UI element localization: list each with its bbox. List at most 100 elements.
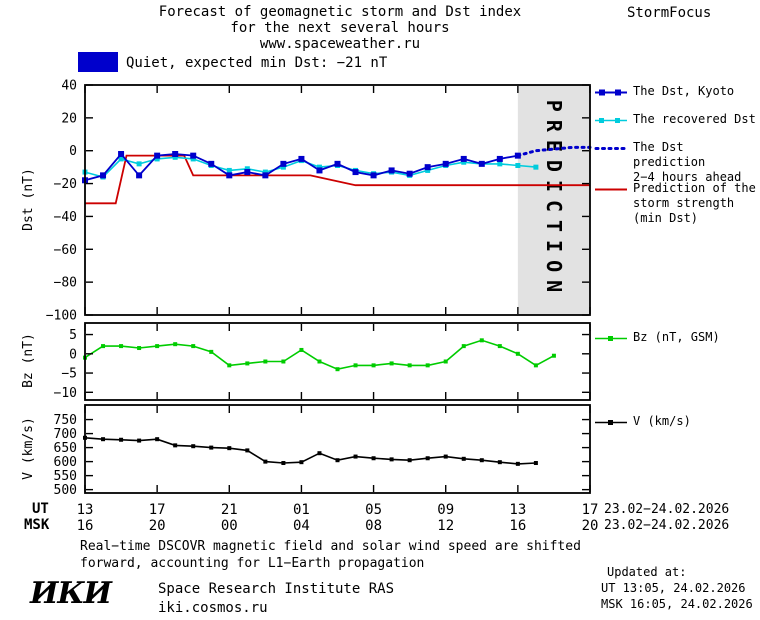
- legend-label-recovered: The recovered Dst: [633, 112, 756, 126]
- marker-dst-kyoto: [136, 172, 143, 179]
- y-tick-label: 40: [61, 79, 77, 94]
- y-tick-label: 500: [54, 483, 77, 498]
- marker-bz: [137, 346, 142, 351]
- y-tick-label: −80: [54, 276, 77, 291]
- marker-dst-recovered: [172, 154, 178, 160]
- marker-v: [101, 437, 106, 442]
- marker-dst-recovered: [190, 156, 196, 162]
- marker-dst-kyoto: [298, 155, 305, 162]
- msk-tick-label: 20: [149, 518, 166, 534]
- y-tick-label: −100: [46, 309, 77, 324]
- axes-frame-dst: [84, 84, 591, 316]
- marker-v: [371, 456, 376, 461]
- legend-item-v: V (km/s): [594, 414, 691, 429]
- marker-dst-recovered: [497, 161, 503, 167]
- ut-date-range: 23.02−24.02.2026: [604, 502, 730, 517]
- marker-bz: [119, 344, 124, 349]
- series-storm-strength: [85, 154, 590, 205]
- prediction-band-label: PREDICTION: [542, 100, 566, 300]
- marker-v: [533, 461, 538, 466]
- marker-v: [425, 456, 430, 461]
- marker-bz: [515, 351, 520, 356]
- marker-dst-kyoto: [172, 151, 179, 157]
- marker-v: [407, 458, 412, 463]
- legend-label-dst-kyoto: The Dst, Kyoto: [633, 84, 735, 98]
- series-dst-prediction: [516, 145, 592, 158]
- axes-frame-bz: [84, 322, 591, 401]
- y-tick-label: 550: [54, 469, 77, 484]
- y-tick-label: −20: [54, 177, 77, 192]
- msk-axis-header: MSK: [24, 517, 50, 533]
- ut-tick-label: 21: [221, 502, 238, 518]
- marker-dst-recovered: [425, 167, 431, 173]
- ut-tick-label: 13: [77, 502, 94, 518]
- legend-label-storm-l1: Prediction of the: [633, 181, 756, 195]
- marker-dst-kyoto: [280, 160, 287, 167]
- marker-bz: [335, 367, 340, 372]
- y-tick-label: −60: [54, 243, 77, 258]
- marker-dst-recovered: [244, 166, 250, 172]
- y-tick-label: 600: [54, 455, 77, 470]
- page-title-line2: for the next several hours: [230, 20, 450, 36]
- v-axis-label: V (km/s): [20, 417, 36, 480]
- marker-dst-kyoto: [118, 151, 125, 157]
- marker-dst-kyoto: [424, 164, 431, 171]
- y-tick-label: 700: [54, 427, 77, 442]
- legend-label-prediction-l1: The Dst prediction: [633, 140, 706, 169]
- marker-bz: [317, 359, 322, 364]
- legend-label-bz: Bz (nT, GSM): [633, 330, 720, 344]
- legend-item-bz: Bz (nT, GSM): [594, 330, 720, 345]
- msk-tick-label: 20: [582, 518, 599, 534]
- updated-at-label: Updated at:: [607, 565, 687, 579]
- ut-tick-label: 17: [582, 502, 599, 518]
- marker-v: [353, 454, 358, 459]
- recovered-marker-icon: [595, 118, 627, 123]
- marker-dst-recovered: [461, 159, 467, 165]
- marker-v: [119, 437, 124, 442]
- marker-bz: [281, 359, 286, 364]
- ut-tick-label: 13: [509, 502, 526, 518]
- ut-axis-header: UT: [32, 501, 49, 517]
- legend-item-dst-kyoto: The Dst, Kyoto: [594, 84, 734, 99]
- marker-bz: [497, 344, 502, 349]
- marker-bz: [263, 359, 268, 364]
- marker-v: [281, 461, 286, 466]
- marker-v: [227, 446, 232, 451]
- msk-tick-label: 12: [437, 518, 454, 534]
- marker-bz: [425, 363, 430, 368]
- prediction-band: [517, 85, 590, 315]
- marker-bz: [407, 363, 412, 368]
- marker-v: [209, 445, 214, 450]
- marker-dst-kyoto: [370, 172, 377, 179]
- legend-square: [615, 89, 621, 96]
- msk-tick-label: 04: [293, 518, 310, 534]
- y-tick-label: 0: [69, 347, 77, 362]
- marker-dst-recovered: [280, 164, 286, 170]
- legend-square: [608, 420, 613, 425]
- marker-bz: [461, 344, 466, 349]
- msk-tick-label: 00: [221, 518, 238, 534]
- page-title-line1: Forecast of geomagnetic storm and Dst in…: [158, 4, 522, 20]
- series-v: [84, 437, 536, 465]
- legend-item-prediction: The Dst prediction 2−4 hours ahead: [594, 140, 760, 185]
- marker-dst-kyoto: [496, 155, 503, 162]
- y-tick-label: 20: [61, 111, 77, 126]
- iki-logo: ИКИ: [30, 576, 112, 611]
- marker-bz: [245, 361, 250, 366]
- institute-site: iki.cosmos.ru: [158, 600, 268, 616]
- y-tick-label: 750: [54, 413, 77, 428]
- ut-tick-label: 09: [437, 502, 454, 518]
- marker-bz: [155, 344, 160, 349]
- status-color-swatch: [78, 52, 118, 72]
- status-banner-label: Quiet, expected min Dst: −21 nT: [126, 55, 388, 71]
- marker-dst-kyoto: [190, 152, 197, 159]
- y-tick-label: −10: [54, 386, 77, 401]
- marker-bz: [371, 363, 376, 368]
- marker-dst-recovered: [136, 161, 142, 167]
- marker-v: [461, 456, 466, 461]
- y-tick-label: 5: [69, 328, 77, 343]
- marker-bz: [173, 342, 178, 347]
- marker-dst-kyoto: [442, 160, 449, 167]
- marker-dst-kyoto: [406, 170, 413, 177]
